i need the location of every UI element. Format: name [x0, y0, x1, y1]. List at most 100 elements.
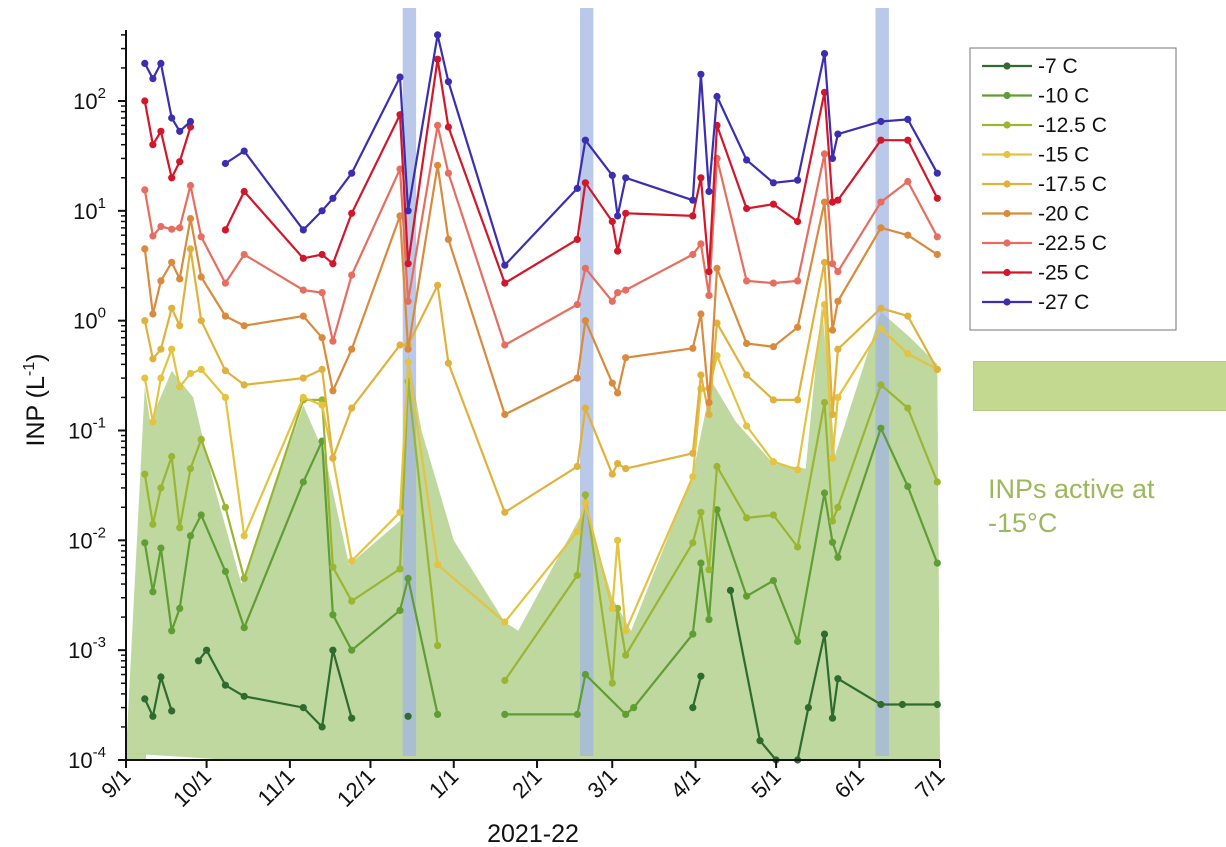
data-point: [176, 524, 184, 532]
data-point: [705, 268, 713, 276]
data-point: [240, 532, 248, 540]
data-point: [630, 704, 638, 712]
data-point: [318, 289, 326, 297]
data-point: [197, 317, 205, 325]
data-point: [804, 704, 813, 712]
data-point: [769, 179, 778, 187]
data-point: [197, 365, 205, 373]
data-point: [877, 700, 885, 709]
y-tick-label: 10-2: [68, 524, 106, 553]
data-point: [186, 532, 195, 540]
data-point: [933, 250, 941, 259]
data-point: [141, 470, 149, 478]
series-layer: [141, 31, 941, 764]
data-point: [299, 374, 307, 382]
y-axis-title-sup: -1: [21, 362, 38, 376]
legend-item: -17.5 C: [982, 173, 1107, 196]
data-point: [141, 97, 149, 105]
data-point: [149, 310, 157, 318]
data-point: [877, 424, 885, 432]
series-9: [141, 31, 941, 269]
data-point: [197, 511, 205, 519]
data-point: [743, 422, 751, 430]
data-point: [820, 198, 829, 206]
data-point: [404, 345, 412, 353]
data-point: [877, 304, 885, 312]
legend-label: -20 C: [1038, 203, 1089, 226]
data-point: [828, 538, 837, 546]
data-point: [933, 194, 941, 202]
legend-item: -12.5 C: [982, 114, 1107, 137]
legend-marker: [1003, 268, 1011, 277]
data-point: [348, 597, 356, 605]
y-tick-label: 10-1: [68, 415, 106, 444]
data-point: [168, 174, 176, 182]
data-point: [396, 606, 404, 615]
data-point: [834, 297, 842, 305]
series-line: [143, 100, 192, 182]
data-point: [168, 225, 176, 233]
data-point: [348, 209, 356, 217]
legend-label: -15 C: [1038, 144, 1089, 167]
data-point: [581, 317, 590, 325]
data-point: [794, 396, 802, 404]
data-point: [622, 174, 630, 182]
data-point: [434, 561, 442, 569]
data-point: [614, 460, 622, 468]
data-point: [318, 334, 326, 342]
data-point: [820, 150, 829, 158]
data-point: [176, 604, 184, 613]
data-point: [726, 586, 735, 595]
series-line: [143, 248, 939, 514]
data-point: [877, 136, 885, 144]
data-point: [834, 345, 842, 353]
data-point: [904, 312, 912, 320]
data-point: [608, 297, 616, 305]
data-point: [581, 670, 590, 679]
legend-item: -20 C: [982, 203, 1089, 226]
data-point: [608, 379, 616, 387]
data-point: [157, 222, 165, 231]
data-point: [573, 184, 581, 192]
data-point: [434, 121, 442, 129]
legend-marker: [1003, 298, 1011, 306]
legend-marker: [1003, 91, 1011, 100]
data-point: [348, 404, 356, 412]
data-point: [318, 250, 326, 259]
y-axis-title-main: INP (L: [22, 376, 50, 446]
data-point: [769, 511, 778, 519]
data-point: [348, 714, 356, 722]
data-point: [689, 212, 697, 220]
data-point: [240, 624, 248, 632]
data-point: [622, 354, 630, 362]
legend-item: -27 C: [982, 291, 1089, 314]
data-point: [705, 566, 713, 574]
data-point: [501, 261, 509, 269]
data-point: [157, 544, 165, 552]
data-point: [713, 92, 721, 101]
data-point: [240, 322, 248, 330]
data-point: [186, 181, 195, 190]
legend-label: -17.5 C: [1038, 173, 1107, 196]
data-point: [697, 371, 705, 379]
data-point: [697, 174, 705, 182]
data-point: [299, 704, 307, 712]
data-point: [794, 323, 802, 331]
data-point: [329, 646, 337, 654]
data-point: [828, 454, 837, 462]
legend-item: -7 C: [982, 55, 1078, 78]
y-tick-label: 10-3: [68, 634, 106, 663]
data-point: [157, 484, 165, 492]
inp-active-area-layer: [126, 304, 940, 760]
data-point: [581, 404, 590, 412]
data-point: [501, 341, 509, 349]
data-point: [828, 410, 837, 419]
data-point: [820, 630, 829, 638]
data-point: [581, 491, 590, 499]
annotation-text: INPs active at -15°C: [988, 474, 1155, 538]
series-line: [197, 648, 353, 730]
data-point: [614, 536, 622, 544]
legend-marker: [1003, 62, 1011, 70]
data-point: [828, 154, 837, 162]
data-point: [434, 710, 442, 719]
